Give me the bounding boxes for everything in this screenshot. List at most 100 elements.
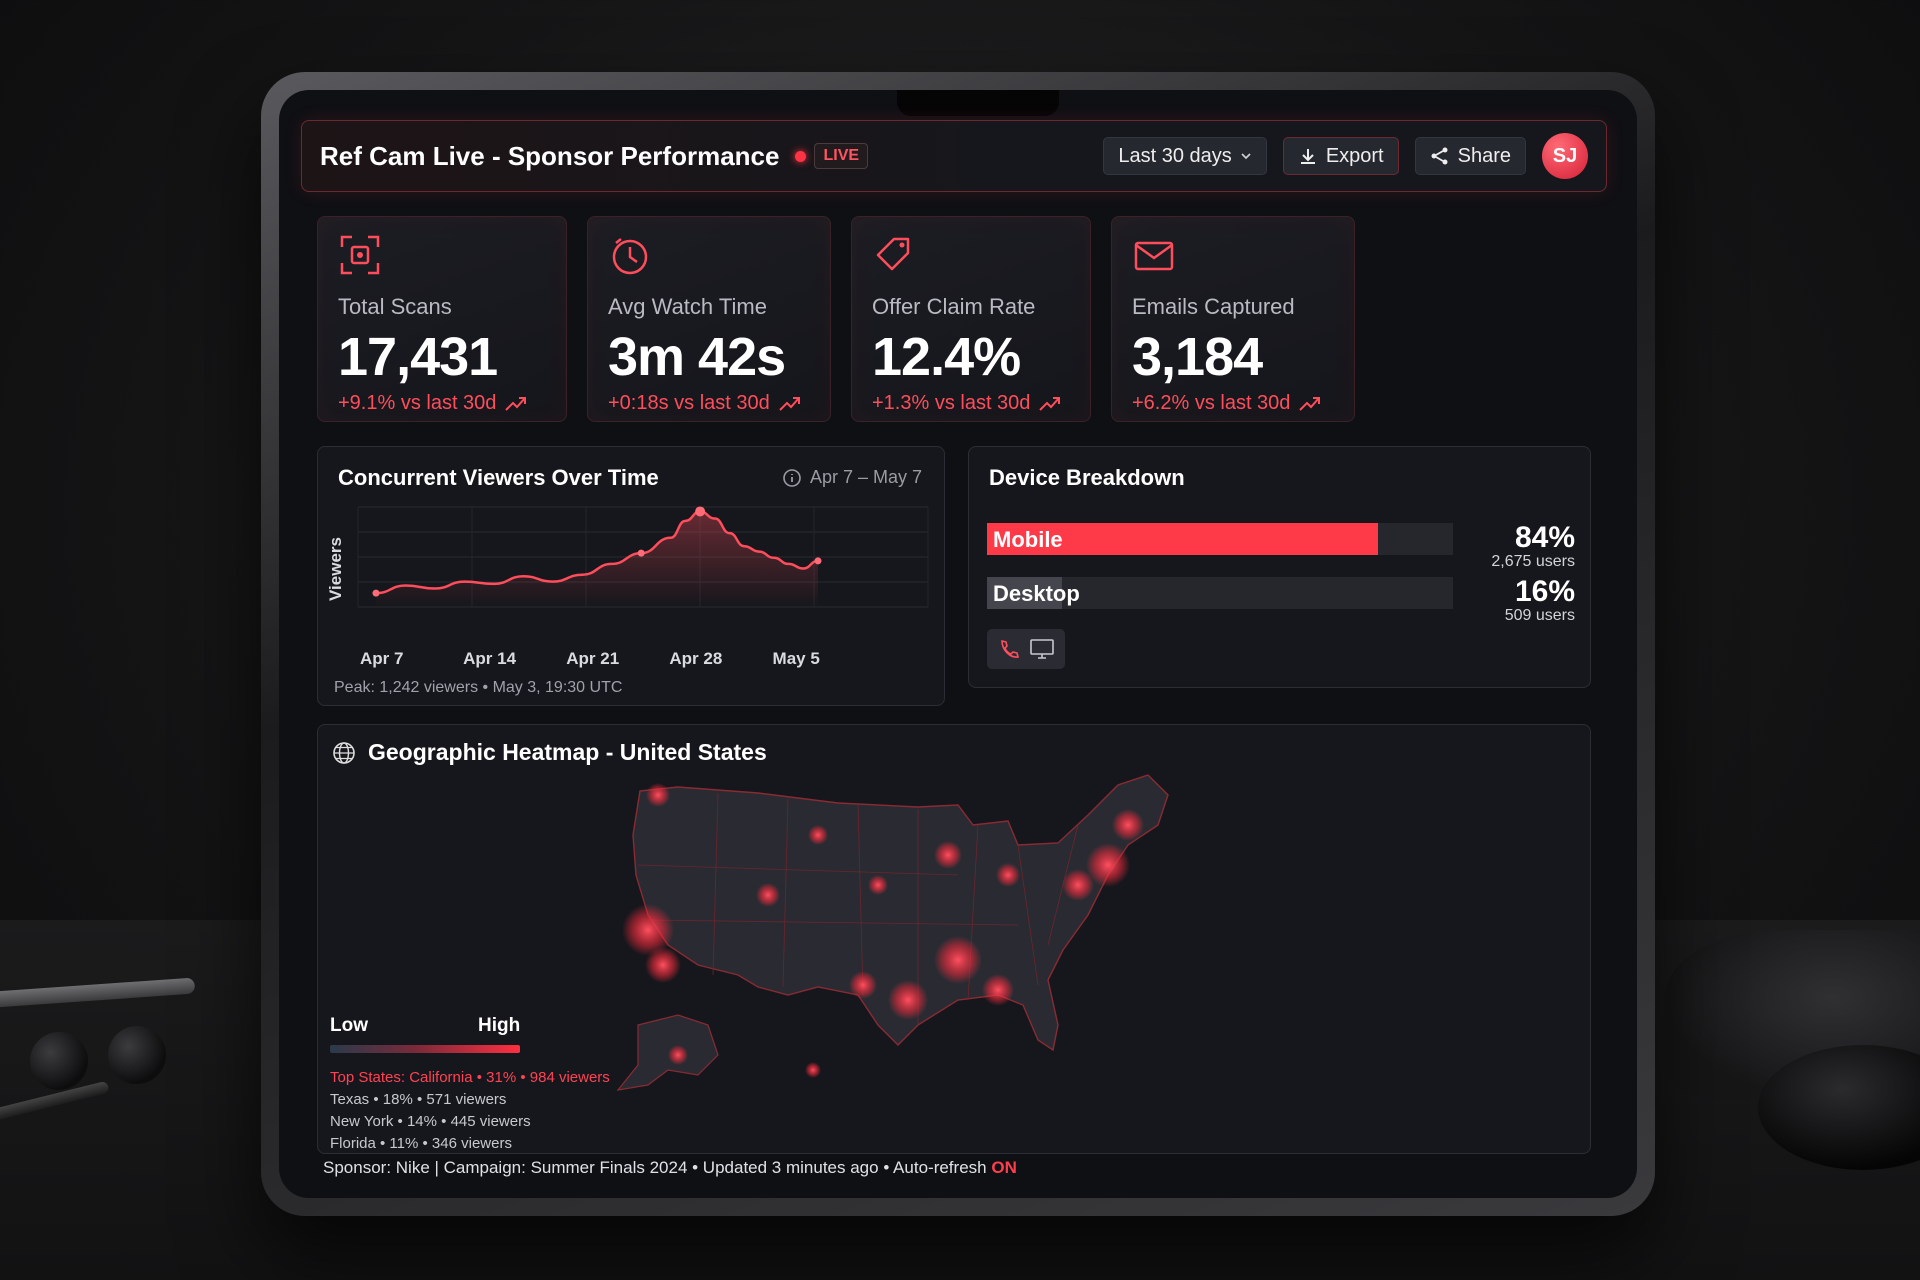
desktop-icon[interactable]	[1029, 638, 1055, 660]
page-title: Ref Cam Live - Sponsor Performance	[320, 140, 780, 171]
kpi-label: Avg Watch Time	[608, 294, 767, 319]
device-name: Desktop	[993, 581, 1080, 606]
device-bar-track	[987, 523, 1453, 555]
info-icon[interactable]	[782, 468, 802, 488]
device-filter-toggle[interactable]	[987, 629, 1065, 669]
kpi-card-emails-captured: Emails Captured 3,184 +6.2% vs last 30d	[1111, 216, 1355, 422]
device-title: Device Breakdown	[989, 465, 1185, 490]
device-bar-fill	[987, 577, 1062, 609]
kpi-value: 3,184	[1132, 327, 1263, 387]
kpi-value: 12.4%	[872, 327, 1021, 387]
kpi-delta-text: +0:18s vs last 30d	[608, 392, 770, 414]
state-item: Texas • 18% • 571 viewers	[330, 1091, 507, 1108]
clock-icon	[612, 238, 648, 275]
kpi-label: Emails Captured	[1132, 294, 1295, 319]
trend-up-icon	[505, 396, 527, 411]
export-button[interactable]: Export	[1282, 137, 1399, 175]
kpi-delta-text: +9.1% vs last 30d	[338, 392, 497, 414]
chart-data-point[interactable]	[814, 557, 822, 565]
kpi-delta: +9.1% vs last 30d	[338, 392, 546, 415]
kpi-value: 17,431	[338, 327, 498, 387]
heat-spots	[622, 783, 1144, 1078]
mouse-decoration	[1758, 1045, 1920, 1170]
chart-x-tick: May 5	[772, 649, 820, 668]
phone-icon[interactable]	[997, 638, 1019, 660]
kpi-card-total-scans: Total Scans 17,431 +9.1% vs last 30d	[317, 216, 567, 422]
earbud-decoration	[30, 1032, 88, 1090]
tablet-screen: Ref Cam Live - Sponsor Performance LIVE …	[279, 90, 1637, 1198]
device-users: 509 users	[1504, 607, 1575, 624]
chevron-down-icon	[1241, 153, 1251, 160]
device-row-mobile: Mobile 84% 2,675 users	[987, 521, 1575, 570]
header-bar: Ref Cam Live - Sponsor Performance LIVE …	[301, 120, 1607, 192]
us-mainland-shape	[632, 774, 1169, 1052]
kpi-card-avg-watch-time: Avg Watch Time 3m 42s +0:18s vs last 30d	[587, 216, 831, 422]
kpi-card-offer-claim-rate: Offer Claim Rate 12.4% +1.3% vs last 30d	[851, 216, 1091, 422]
footer-text: Sponsor: Nike | Campaign: Summer Finals …	[323, 1158, 987, 1177]
kpi-label: Total Scans	[338, 294, 452, 319]
chart-area-fill	[376, 511, 818, 607]
trend-up-icon	[1299, 396, 1321, 411]
device-breakdown-panel: Device Breakdown Mobile 84% 2,675 users …	[968, 446, 1591, 688]
mail-icon	[1134, 241, 1174, 271]
date-range-label: Last 30 days	[1118, 144, 1232, 167]
chart-x-tick: Apr 14	[463, 649, 517, 668]
status-footer: Sponsor: Nike | Campaign: Summer Finals …	[323, 1158, 1017, 1178]
chart-peak-note: Peak: 1,242 viewers • May 3, 19:30 UTC	[334, 679, 623, 696]
trend-up-icon	[779, 396, 800, 411]
state-item: New York • 14% • 445 viewers	[330, 1113, 531, 1130]
date-range-dropdown[interactable]: Last 30 days	[1103, 137, 1267, 175]
device-name: Mobile	[993, 527, 1063, 552]
kpi-row: Total Scans 17,431 +9.1% vs last 30d Avg…	[317, 216, 1591, 422]
state-item: Florida • 11% • 346 viewers	[330, 1135, 512, 1152]
device-bar-fill	[987, 523, 1379, 555]
viewers-chart-panel: Concurrent Viewers Over Time Apr 7 – May…	[317, 446, 945, 706]
chart-x-tick: Apr 21	[566, 649, 620, 668]
globe-icon	[333, 742, 355, 764]
device-row-desktop: Desktop 16% 509 users	[987, 575, 1575, 624]
qr-scan-icon	[340, 235, 380, 275]
share-icon	[1431, 147, 1448, 165]
legend-high-label: High	[478, 1015, 521, 1036]
user-avatar[interactable]: SJ	[1542, 133, 1588, 179]
trend-up-icon	[1039, 396, 1061, 411]
chart-series-line	[375, 510, 819, 595]
share-button[interactable]: Share	[1414, 137, 1526, 175]
kpi-delta: +0:18s vs last 30d	[608, 392, 810, 415]
chart-data-point[interactable]	[372, 589, 380, 597]
tablet-device: Ref Cam Live - Sponsor Performance LIVE …	[261, 72, 1655, 1216]
export-label: Export	[1325, 144, 1384, 167]
chart-range-label: Apr 7 – May 7	[809, 467, 922, 487]
kpi-delta: +6.2% vs last 30d	[1132, 392, 1334, 415]
top-state-item: Top States: California • 31% • 984 viewe…	[330, 1069, 610, 1086]
chart-data-point[interactable]	[637, 549, 645, 557]
kpi-delta: +1.3% vs last 30d	[872, 392, 1070, 415]
map-title: Geographic Heatmap - United States	[368, 739, 767, 765]
us-heatmap[interactable]	[318, 725, 1591, 1154]
geo-heatmap-panel: Geographic Heatmap - United States	[317, 724, 1591, 1154]
chart-data-point[interactable]	[695, 506, 706, 517]
device-percent: 84%	[1514, 521, 1575, 554]
live-badge: LIVE	[814, 143, 869, 169]
earbud-decoration	[108, 1026, 166, 1084]
chart-x-tick: Apr 28	[669, 649, 723, 668]
legend-low-label: Low	[330, 1015, 368, 1036]
auto-refresh-status[interactable]: ON	[991, 1158, 1017, 1177]
kpi-value: 3m 42s	[608, 327, 786, 387]
alaska-shape	[616, 1014, 719, 1091]
legend-gradient-bar	[330, 1045, 520, 1053]
kpi-delta-text: +1.3% vs last 30d	[872, 392, 1031, 414]
kpi-delta-text: +6.2% vs last 30d	[1132, 392, 1291, 414]
tag-icon	[876, 237, 910, 271]
chart-date-range: Apr 7 – May 7	[782, 467, 922, 488]
device-bar-track	[987, 577, 1453, 609]
dashboard: Ref Cam Live - Sponsor Performance LIVE …	[301, 120, 1607, 1177]
device-percent: 16%	[1514, 575, 1575, 608]
chart-title: Concurrent Viewers Over Time	[338, 465, 659, 490]
device-users: 2,675 users	[1491, 553, 1575, 570]
download-icon	[1300, 149, 1315, 164]
camera-notch	[897, 90, 1059, 116]
chart-x-tick: Apr 7	[360, 649, 404, 668]
live-indicator-dot	[795, 150, 807, 162]
share-label: Share	[1457, 144, 1511, 167]
